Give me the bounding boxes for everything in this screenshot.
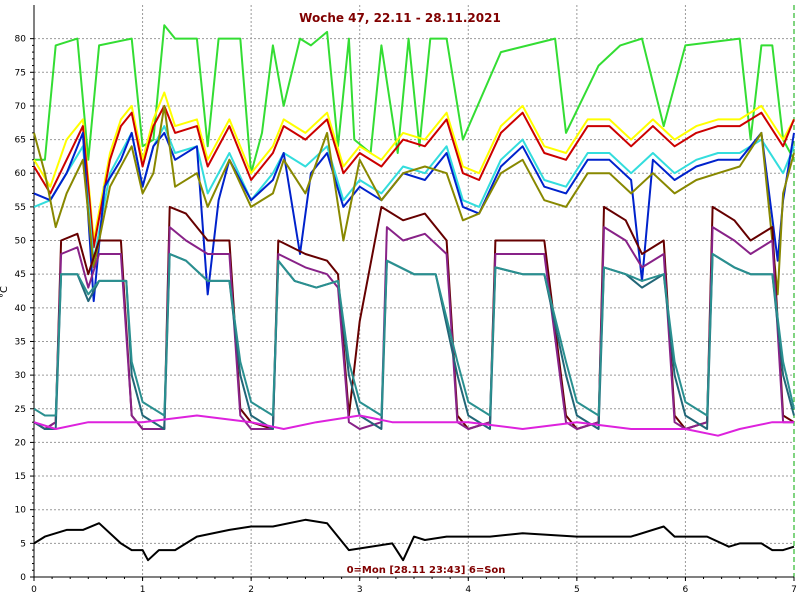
y-tick-label: 0 xyxy=(20,573,26,583)
y-tick-label: 45 xyxy=(15,270,26,280)
y-tick-label: 25 xyxy=(15,405,26,415)
series-line-3 xyxy=(33,104,795,249)
x-tick-label: 4 xyxy=(465,585,471,595)
y-axis-label: °C xyxy=(0,286,10,298)
y-tick-label: 60 xyxy=(15,169,27,179)
x-tick-label: 1 xyxy=(140,585,146,595)
y-tick-label: 70 xyxy=(15,102,27,112)
series-line-11 xyxy=(33,414,794,437)
y-tick-label: 55 xyxy=(15,203,26,213)
y-tick-label: 30 xyxy=(15,371,27,381)
chart-title: Woche 47, 22.11 - 28.11.2021 xyxy=(299,11,501,25)
x-tick-label: 3 xyxy=(357,585,363,595)
x-tick-label: 2 xyxy=(248,585,254,595)
series-line-8 xyxy=(33,226,794,430)
y-tick-label: 40 xyxy=(15,304,27,314)
series-group xyxy=(33,24,795,562)
grid xyxy=(33,5,795,578)
y-tick-label: 80 xyxy=(15,35,27,45)
y-tick-label: 35 xyxy=(15,337,26,347)
y-tick-label: 20 xyxy=(15,438,27,448)
y-tick-label: 65 xyxy=(15,136,26,146)
y-tick-label: 15 xyxy=(15,472,26,482)
series-line-10 xyxy=(33,253,795,417)
series-line-6 xyxy=(33,104,795,296)
y-tick-label: 5 xyxy=(20,539,26,549)
x-tick-label: 6 xyxy=(683,585,689,595)
chart-footer: 0=Mon [28.11 23:43] 6=Son xyxy=(347,565,506,576)
series-line-12 xyxy=(33,518,795,562)
y-tick-label: 75 xyxy=(15,68,26,78)
series-line-5 xyxy=(33,131,795,303)
y-tick-label: 50 xyxy=(15,237,27,247)
x-tick-label: 0 xyxy=(31,585,37,595)
x-tick-label: 7 xyxy=(791,585,797,595)
y-tick-label: 10 xyxy=(15,506,27,516)
x-tick-label: 5 xyxy=(574,585,580,595)
series-line-2 xyxy=(33,91,795,242)
